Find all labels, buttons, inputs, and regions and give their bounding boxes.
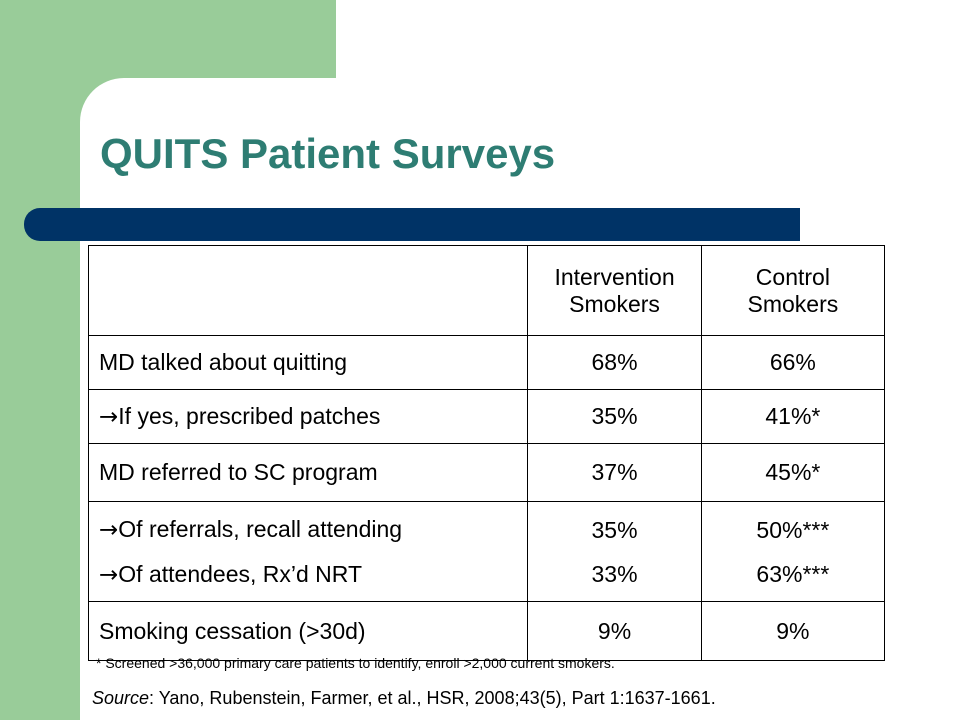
control-value: 41%*: [700, 389, 886, 444]
table-row: MD referred to SC program 37% 45%*: [87, 443, 886, 502]
arrow-icon: →: [99, 516, 119, 543]
control-value: 63%***: [756, 560, 830, 587]
source-label: Source: [92, 688, 150, 708]
arrow-icon: →: [99, 404, 119, 430]
intervention-value: 35%: [591, 516, 638, 543]
row-label: Smoking cessation (>30d): [87, 601, 529, 661]
table-header-row: Intervention Smokers Control Smokers: [87, 245, 886, 336]
intervention-value: 68%: [527, 335, 702, 390]
intervention-value: 9%: [527, 601, 702, 661]
source-text: : Yano, Rubenstein, Farmer, et al., HSR,…: [149, 688, 716, 708]
table-row: →Of referrals, recall attending →Of atte…: [87, 501, 886, 602]
header-empty-cell: [87, 245, 529, 336]
control-value: 66%: [700, 335, 886, 390]
row-label-line: →Of attendees, Rx’d NRT: [99, 552, 527, 597]
control-value: 9%: [700, 601, 886, 661]
row-label: Of referrals, recall attending: [118, 515, 403, 542]
table-row: Smoking cessation (>30d) 9% 9%: [87, 601, 886, 661]
header-intervention: Intervention Smokers: [527, 245, 702, 336]
header-intervention-line1: Intervention: [554, 263, 675, 290]
control-value: 50%***: [756, 516, 830, 543]
header-control-line1: Control: [755, 263, 830, 290]
row-label: MD referred to SC program: [87, 443, 529, 502]
arrow-icon: →: [99, 561, 119, 588]
header-control: Control Smokers: [700, 245, 886, 336]
slide-title: QUITS Patient Surveys: [100, 130, 556, 177]
row-label-cell: →If yes, prescribed patches: [87, 389, 529, 444]
control-value: 45%*: [700, 443, 886, 502]
intervention-values: 35% 33%: [527, 501, 702, 602]
survey-table: Intervention Smokers Control Smokers MD …: [87, 245, 886, 661]
header-control-line2: Smokers: [747, 290, 839, 317]
header-intervention-line2: Smokers: [569, 290, 660, 317]
intervention-value: 33%: [591, 560, 638, 587]
table-row: MD talked about quitting 68% 66%: [87, 335, 886, 390]
title-underline-bar: [24, 208, 800, 241]
control-values: 50%*** 63%***: [700, 501, 886, 602]
table-row: →If yes, prescribed patches 35% 41%*: [87, 389, 886, 444]
intervention-value: 37%: [527, 443, 702, 502]
row-label: Of attendees, Rx’d NRT: [118, 560, 363, 587]
row-label-line: →Of referrals, recall attending: [99, 507, 527, 552]
footnote: * Screened >36,000 primary care patients…: [96, 655, 615, 671]
source-citation: Source: Yano, Rubenstein, Farmer, et al.…: [92, 688, 716, 709]
row-label-cell: →Of referrals, recall attending →Of atte…: [87, 501, 529, 602]
row-label: MD talked about quitting: [87, 335, 529, 390]
row-label: If yes, prescribed patches: [118, 403, 381, 429]
intervention-value: 35%: [527, 389, 702, 444]
